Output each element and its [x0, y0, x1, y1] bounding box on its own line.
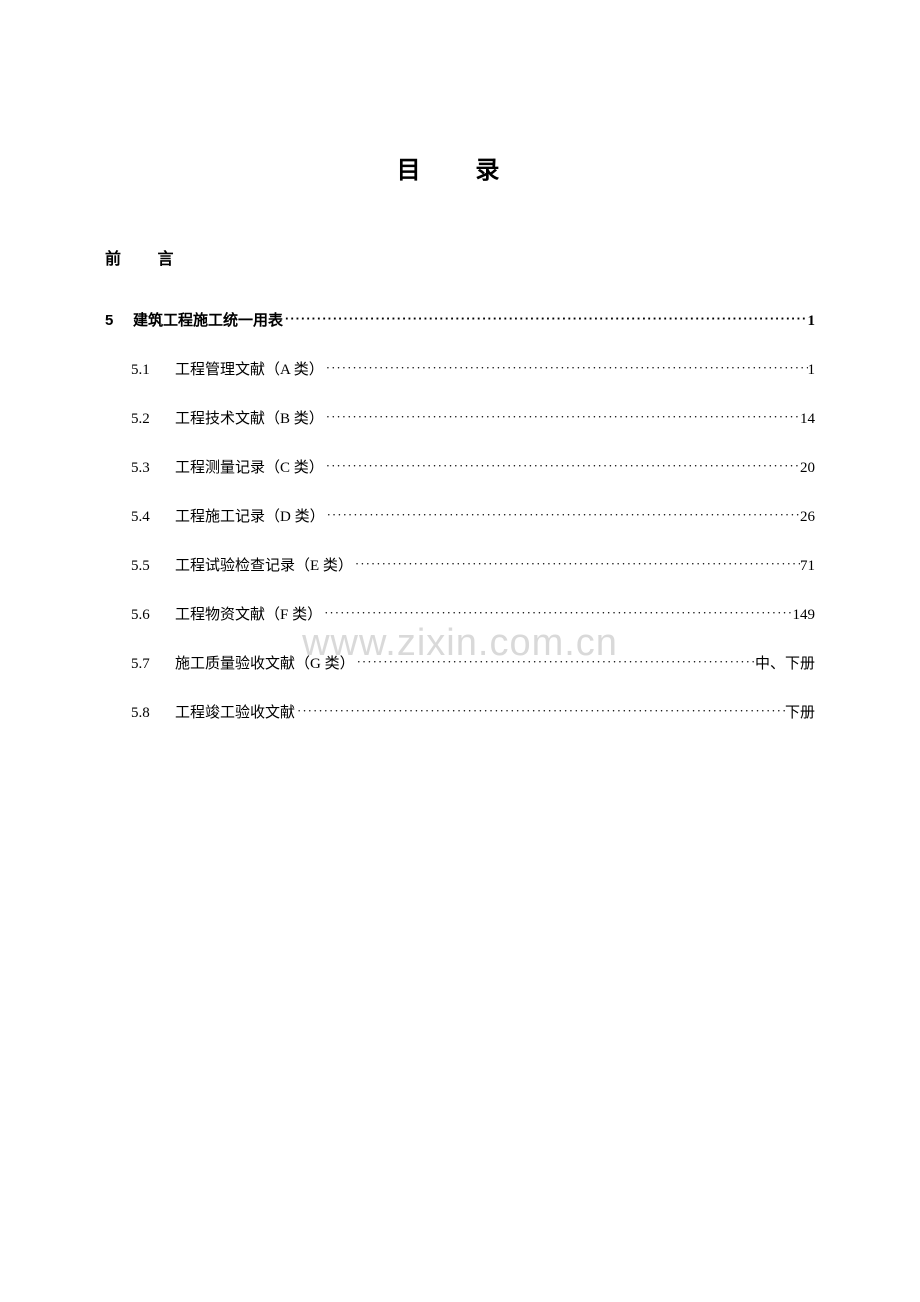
toc-sub-page: 下册	[785, 701, 815, 722]
toc-sub-row: 5.6 工程物资文献（F 类）··························…	[105, 603, 815, 624]
toc-sub-number: 5.2	[131, 411, 161, 428]
page-title: 目 录	[105, 150, 815, 185]
toc-sub-row: 5.3 工程测量记录（C 类）··························…	[105, 456, 815, 477]
toc-sub-row: 5.2 工程技术文献（B 类）··························…	[105, 407, 815, 428]
toc-sub-row: 5.4 工程施工记录（D 类）··························…	[105, 505, 815, 526]
toc-main-page: 1	[808, 313, 816, 330]
toc-sub-label: 工程施工记录（D 类）	[175, 505, 325, 526]
toc-sub-label: 施工质量验收文献（G 类）	[175, 652, 355, 673]
toc-sub-label: 工程试验检查记录（E 类）	[175, 554, 353, 575]
document-page: 目 录 前 言 5 建筑工程施工统一用表 ···················…	[0, 0, 920, 722]
toc-sub-label: 工程物资文献（F 类）	[175, 603, 322, 624]
toc-dot-leader: ········································…	[325, 507, 800, 523]
toc-sub-page: 1	[808, 362, 816, 379]
preface-label: 前 言	[105, 245, 815, 269]
toc-sub-page: 14	[800, 411, 815, 428]
toc-sub-number: 5.5	[131, 558, 161, 575]
toc-dot-leader: ········································…	[322, 605, 792, 621]
toc-sub-list: 5.1工程管理文献（A 类）··························…	[105, 358, 815, 722]
toc-sub-number: 5.8	[131, 705, 161, 722]
toc-sub-page: 71	[800, 558, 815, 575]
toc-sub-label: 工程竣工验收文献	[175, 701, 295, 722]
toc-sub-number: 5.6	[131, 607, 161, 624]
toc-dot-leader: ········································…	[324, 458, 800, 474]
toc-sub-number: 5.1	[131, 362, 161, 379]
toc-dot-leader: ········································…	[295, 703, 785, 719]
toc-dot-leader: ········································…	[324, 360, 808, 376]
toc-sub-label: 工程管理文献（A 类）	[175, 358, 324, 379]
toc-sub-row: 5.8 工程竣工验收文献·····························…	[105, 701, 815, 722]
toc-sub-label: 工程测量记录（C 类）	[175, 456, 324, 477]
toc-sub-page: 26	[800, 509, 815, 526]
toc-sub-page: 20	[800, 460, 815, 477]
toc-sub-number: 5.3	[131, 460, 161, 477]
toc-main-label: 建筑工程施工统一用表	[133, 309, 283, 330]
toc-sub-row: 5.5 工程试验检查记录（E 类）························…	[105, 554, 815, 575]
toc-sub-number: 5.4	[131, 509, 161, 526]
toc-sub-label: 工程技术文献（B 类）	[175, 407, 324, 428]
toc-sub-page: 149	[793, 607, 816, 624]
toc-dot-leader: ········································…	[283, 311, 807, 326]
toc-main-row: 5 建筑工程施工统一用表 ···························…	[105, 309, 815, 330]
toc-sub-row: 5.7 施工质量验收文献（G 类）························…	[105, 652, 815, 673]
toc-sub-page: 中、下册	[755, 652, 815, 673]
toc-dot-leader: ········································…	[324, 409, 800, 425]
toc-sub-row: 5.1 工程管理文献（A 类）··························…	[105, 358, 815, 379]
toc-dot-leader: ········································…	[355, 654, 755, 670]
toc-sub-number: 5.7	[131, 656, 161, 673]
toc-main-number: 5	[105, 312, 119, 329]
toc-dot-leader: ········································…	[353, 556, 800, 572]
